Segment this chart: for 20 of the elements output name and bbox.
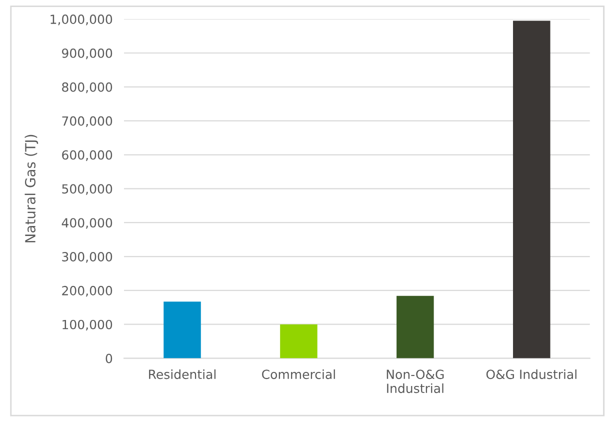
y-tick-label: 600,000 — [62, 150, 112, 161]
y-tick-label: 500,000 — [62, 184, 112, 195]
y-tick-label: 300,000 — [62, 252, 112, 263]
bar — [280, 324, 318, 358]
bar — [164, 302, 201, 358]
y-tick-label: 700,000 — [62, 116, 112, 128]
y-tick-label: 900,000 — [62, 48, 112, 60]
bar — [396, 296, 434, 358]
y-axis-title: Natural Gas (TJ) — [24, 134, 38, 242]
x-tick-label: O&G Industrial — [486, 369, 576, 380]
y-tick-label: 1,000,000 — [50, 14, 112, 26]
bar — [513, 20, 550, 358]
y-tick-label: 200,000 — [62, 286, 112, 297]
y-tick-label: 0 — [106, 354, 112, 364]
x-tick-label: Residential — [149, 369, 216, 380]
y-tick-label: 800,000 — [62, 82, 112, 94]
y-tick-label: 400,000 — [62, 218, 112, 229]
x-tick-label: Non-O&G Industrial — [386, 370, 444, 394]
x-tick-label: Commercial — [262, 369, 335, 380]
y-tick-label: 100,000 — [62, 320, 112, 331]
